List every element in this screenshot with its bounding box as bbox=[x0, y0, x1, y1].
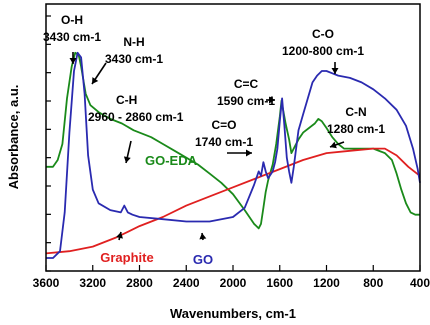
series-label-graphite: Graphite bbox=[100, 250, 153, 265]
annotation-cn-line1: C-N bbox=[345, 105, 366, 119]
arrow-c-o-head bbox=[331, 68, 339, 74]
arrow-cn-head bbox=[330, 141, 337, 149]
annotation-oh-line2: 3430 cm-1 bbox=[43, 30, 101, 44]
x-tick-label: 1200 bbox=[313, 276, 340, 290]
annotation-ch-line1: C-H bbox=[116, 93, 137, 107]
x-tick-label: 400 bbox=[410, 276, 430, 290]
annotation-co2-line1: C=O bbox=[211, 118, 236, 132]
y-axis-title: Absorbance, a.u. bbox=[6, 85, 21, 190]
arrow-oh-head bbox=[69, 58, 77, 64]
x-tick-label: 2000 bbox=[220, 276, 247, 290]
annotation-cO-line1: C-O bbox=[312, 27, 334, 41]
x-tick-label: 800 bbox=[363, 276, 383, 290]
series-label-go-eda: GO-EDA bbox=[145, 153, 198, 168]
arrow-nh-head bbox=[92, 77, 99, 84]
annotation-cc-line1: C=C bbox=[234, 77, 259, 91]
annotation-ch-line2: 2960 - 2860 cm-1 bbox=[88, 110, 184, 124]
series-label-go: GO bbox=[193, 252, 213, 267]
series-line-go bbox=[46, 51, 421, 259]
arrow-graphite-head bbox=[116, 232, 123, 239]
arrow-cc-head bbox=[269, 96, 275, 104]
ticks-layer: 3600 3200 2800 2400 2000 1600 1200 800 400 bbox=[33, 15, 430, 290]
annotation-cc-line2: 1590 cm-1 bbox=[217, 94, 275, 108]
annotation-layer: O-H 3430 cm-1 N-H 3430 cm-1 C-H 2960 - 2860 c… bbox=[43, 13, 385, 267]
x-tick-label: 2400 bbox=[173, 276, 200, 290]
annotation-co2-line2: 1740 cm-1 bbox=[195, 135, 253, 149]
x-tick-label: 2800 bbox=[126, 276, 153, 290]
annotation-oh-line1: O-H bbox=[61, 13, 83, 27]
arrow-co-head bbox=[246, 149, 252, 157]
series-layer bbox=[45, 51, 421, 259]
annotation-nh-line2: 3430 cm-1 bbox=[105, 52, 163, 66]
x-axis-title: Wavenumbers, cm-1 bbox=[170, 306, 296, 321]
annotation-cn-line2: 1280 cm-1 bbox=[327, 122, 385, 136]
x-tick-label: 3600 bbox=[33, 276, 60, 290]
x-tick-label: 1600 bbox=[266, 276, 293, 290]
arrow-ch-head bbox=[123, 156, 131, 163]
arrow-go-head bbox=[199, 233, 207, 240]
annotation-cO-line2: 1200-800 cm-1 bbox=[282, 44, 364, 58]
x-tick-label: 3200 bbox=[79, 276, 106, 290]
annotation-nh-line1: N-H bbox=[123, 35, 144, 49]
